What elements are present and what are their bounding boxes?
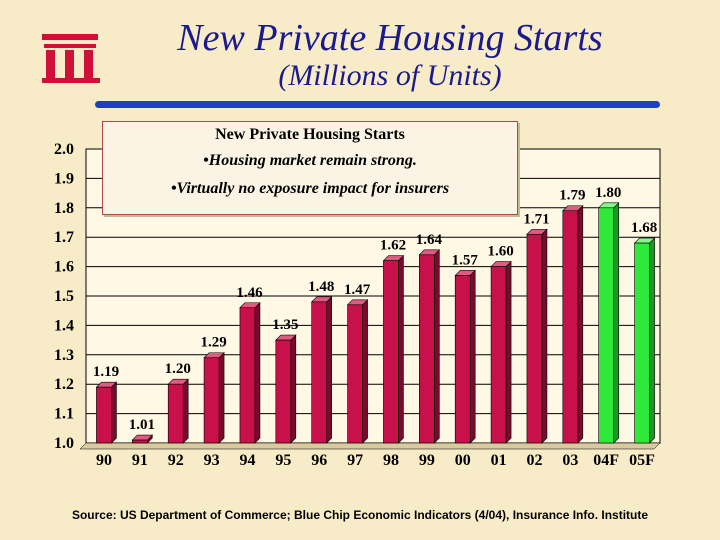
data-label: 1.68 (631, 220, 657, 236)
callout-title: New Private Housing Starts (215, 126, 405, 143)
data-label: 1.64 (416, 232, 443, 248)
x-tick-label: 04F (593, 452, 619, 469)
data-label: 1.60 (487, 244, 513, 260)
data-label: 1.48 (308, 279, 334, 295)
x-tick-label: 92 (168, 452, 184, 469)
data-label: 1.20 (165, 361, 191, 377)
x-tick-label: 95 (275, 452, 291, 469)
y-tick-label: 1.7 (54, 229, 74, 246)
bar (203, 357, 220, 444)
y-tick-label: 1.5 (54, 288, 74, 305)
x-tick-label: 99 (419, 452, 435, 469)
data-label: 1.46 (236, 285, 263, 301)
iii-logo-icon (42, 34, 100, 83)
bar-side (398, 254, 404, 444)
bar-forecast (634, 242, 650, 444)
data-label: 1.19 (93, 364, 119, 380)
data-label: 1.71 (523, 211, 549, 227)
x-tick-label: 01 (491, 452, 507, 469)
bar-side (182, 378, 189, 444)
x-tick-label: 97 (347, 452, 363, 469)
callout-box: New Private Housing Starts •Housing mark… (102, 121, 518, 215)
bar-side (434, 249, 440, 444)
bar (275, 339, 292, 444)
bar (419, 254, 435, 444)
bar (311, 301, 327, 444)
y-tick-label: 1.6 (54, 259, 74, 276)
bar-side (613, 202, 619, 444)
y-tick-label: 1.4 (54, 317, 74, 334)
data-label: 1.79 (559, 188, 585, 204)
x-tick-label: 91 (132, 452, 148, 469)
data-label: 1.47 (344, 282, 371, 298)
y-tick-label: 1.3 (54, 347, 74, 364)
bar-side (541, 228, 548, 444)
bar-side (290, 334, 297, 444)
source-note: Source: US Department of Commerce; Blue … (71, 508, 649, 522)
callout-line-1: •Housing market remain strong. (203, 152, 417, 169)
bar-side (326, 296, 332, 444)
bar-side (469, 269, 476, 444)
bar (96, 386, 112, 444)
bar-forecast (598, 207, 614, 444)
data-label: 1.62 (380, 238, 406, 254)
page-title: New Private Housing Starts (177, 17, 603, 59)
title-rule (95, 101, 660, 108)
y-tick-label: 1.9 (54, 170, 74, 187)
y-tick-label: 1.0 (54, 435, 74, 452)
bar-side (254, 302, 261, 444)
bar (239, 307, 256, 444)
x-tick-label: 96 (311, 452, 327, 469)
bar (383, 260, 399, 444)
bar (132, 439, 148, 444)
x-tick-label: 03 (562, 452, 578, 469)
page-subtitle: (Millions of Units) (278, 59, 502, 92)
data-label: 1.01 (129, 417, 155, 433)
bar-side (649, 237, 655, 444)
x-tick-label: 98 (383, 452, 399, 469)
x-tick-label: 00 (455, 452, 471, 469)
data-label: 1.80 (595, 185, 621, 201)
bar (167, 383, 184, 444)
bar-side (362, 299, 368, 444)
bar-side (218, 352, 225, 444)
bar (454, 275, 471, 444)
data-label: 1.35 (272, 317, 298, 333)
data-label: 1.29 (200, 335, 226, 351)
chart-floor (79, 442, 661, 450)
x-tick-label: 94 (239, 452, 255, 469)
bar (526, 233, 543, 444)
y-tick-label: 1.1 (54, 406, 74, 423)
bar-side (111, 381, 117, 444)
bar (490, 266, 507, 444)
bar (347, 304, 363, 444)
callout-line-2: •Virtually no exposure impact for insure… (170, 180, 450, 197)
x-tick-label: 05F (629, 452, 655, 469)
x-tick-label: 90 (96, 452, 112, 469)
bar (562, 210, 579, 444)
x-tick-label: 93 (204, 452, 220, 469)
y-tick-label: 2.0 (54, 141, 74, 158)
bar-side (505, 260, 512, 444)
y-tick-label: 1.8 (54, 200, 74, 217)
x-tick-label: 02 (526, 452, 542, 469)
y-tick-label: 1.2 (54, 376, 74, 393)
bar-side (577, 205, 584, 444)
data-label: 1.57 (452, 252, 479, 268)
